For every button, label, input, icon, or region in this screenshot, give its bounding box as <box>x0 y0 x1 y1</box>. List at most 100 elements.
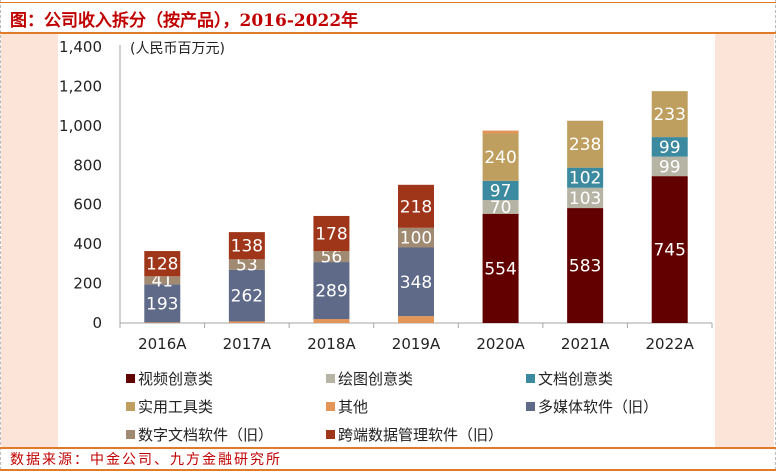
legend-label: 其他 <box>338 398 369 416</box>
bar-segment <box>567 120 604 168</box>
data-label: 100 <box>400 229 432 249</box>
left-margin-panel <box>1 34 58 447</box>
bar-segment <box>398 227 434 248</box>
data-label: 583 <box>569 257 601 277</box>
legend-label: 绘图创意类 <box>338 370 414 388</box>
data-label: 97 <box>490 181 512 201</box>
bar-segment <box>144 276 181 285</box>
y-tick-label: 1,200 <box>59 77 102 95</box>
bar-segment <box>567 208 604 323</box>
bar-segment <box>482 213 519 323</box>
data-label: 53 <box>236 256 258 276</box>
x-tick-label: 2021A <box>561 335 610 353</box>
bar-segment <box>144 284 181 323</box>
x-tick-label: 2018A <box>307 335 356 353</box>
data-label: 41 <box>151 271 173 291</box>
data-label: 233 <box>653 105 685 125</box>
data-label: 128 <box>146 255 178 275</box>
bar-segment <box>651 91 688 138</box>
legend-swatch <box>326 402 335 411</box>
unit-label: (人民币百万元) <box>130 41 225 57</box>
data-source: 数据来源：中金公司、九方金融研究所 <box>10 452 282 468</box>
bar-segment <box>398 184 434 228</box>
legend-item: 视频创意类 <box>126 368 213 389</box>
bar-segment <box>567 187 604 209</box>
data-label: 554 <box>484 259 516 279</box>
y-tick-label: 0 <box>92 314 102 332</box>
bar-segment <box>482 180 519 200</box>
data-label: 99 <box>659 138 681 158</box>
data-label: 240 <box>484 148 516 168</box>
x-tick-label: 2019A <box>392 335 441 353</box>
legend-label: 跨端数据管理软件（旧） <box>338 426 504 444</box>
bar-segment <box>144 251 181 277</box>
y-tick-label: 200 <box>73 275 102 293</box>
bar-segment <box>313 319 350 323</box>
bar-stack-2018A: 289 56 178 <box>313 215 350 323</box>
data-label: 193 <box>146 294 178 314</box>
y-tick-label: 1,400 <box>59 38 102 56</box>
legend-swatch <box>326 374 335 383</box>
bar-segment <box>651 176 688 323</box>
legend-label: 视频创意类 <box>138 370 214 388</box>
legend-swatch <box>126 430 135 439</box>
bar-segment <box>398 316 434 323</box>
x-tick-label: 2022A <box>645 335 694 353</box>
data-label: 218 <box>400 197 432 217</box>
data-label: 238 <box>569 135 601 155</box>
x-tick-label: 2020A <box>476 335 525 353</box>
title-rule <box>0 32 776 34</box>
bar-segment <box>144 322 181 323</box>
data-label: 56 <box>321 248 343 268</box>
bar-segment <box>313 215 350 252</box>
legend-item: 绘图创意类 <box>326 368 413 389</box>
y-axis: 0 200 400 600 800 1,000 1,200 1,400 <box>59 38 121 332</box>
legend-item: 文档创意类 <box>526 368 613 389</box>
source-rule-bottom <box>0 469 776 471</box>
right-margin-panel <box>715 34 774 447</box>
bar-segment <box>482 199 519 214</box>
legend-item: 其他 <box>326 396 368 417</box>
legend-label: 数字文档软件（旧） <box>138 426 274 444</box>
x-tick-label: 2017A <box>223 335 272 353</box>
legend-swatch <box>326 430 335 439</box>
legend-label: 实用工具类 <box>138 398 214 416</box>
source-rule-top <box>0 447 776 449</box>
legend-swatch <box>126 402 135 411</box>
bar-segment <box>482 130 519 134</box>
data-label: 745 <box>653 241 685 261</box>
bar-segment <box>651 156 688 177</box>
data-label: 70 <box>490 198 512 218</box>
legend-swatch <box>526 374 535 383</box>
bar-segment <box>228 259 265 270</box>
y-tick-label: 1,000 <box>59 117 102 135</box>
data-label: 99 <box>659 157 681 177</box>
legend-swatch <box>526 402 535 411</box>
data-label: 289 <box>315 282 347 302</box>
data-label: 102 <box>569 169 601 189</box>
bar-segment <box>228 321 265 323</box>
data-label: 103 <box>569 189 601 209</box>
y-tick-label: 800 <box>73 156 102 174</box>
y-tick-label: 600 <box>73 196 102 214</box>
legend-label: 文档创意类 <box>538 370 614 388</box>
bar-segment <box>313 262 350 320</box>
bar-segment <box>651 137 688 157</box>
figure-title: 图：公司收入拆分（按产品），2016-2022年 <box>10 11 359 31</box>
legend-item: 跨端数据管理软件（旧） <box>326 424 503 445</box>
legend-item: 多媒体软件（旧） <box>526 396 658 417</box>
legend-swatch <box>126 374 135 383</box>
bar-segment <box>228 269 265 322</box>
bar-stack-2019A: 348 100 218 <box>398 184 434 323</box>
bar-segment <box>482 133 519 181</box>
data-label: 348 <box>400 273 432 293</box>
x-tick-label: 2016A <box>138 335 187 353</box>
bar-segment <box>567 167 604 188</box>
